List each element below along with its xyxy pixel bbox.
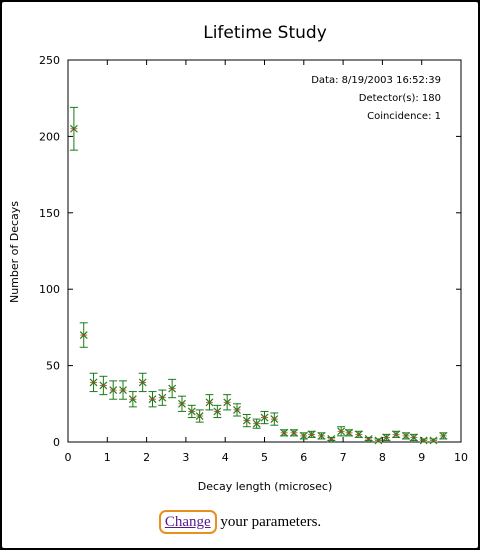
y-axis-label: Number of Decays [8, 201, 21, 303]
x-tick-label: 8 [379, 451, 386, 464]
data-point [232, 403, 241, 417]
data-point [168, 378, 177, 399]
data-point [252, 418, 261, 429]
data-point [439, 431, 448, 440]
footer-line: Change your parameters. [2, 510, 478, 534]
x-tick-label: 1 [104, 451, 111, 464]
y-tick-label: 150 [39, 207, 60, 220]
footer-rest-text: your parameters. [216, 514, 322, 530]
data-point [307, 430, 316, 439]
data-point [109, 380, 118, 400]
x-tick-label: 7 [340, 451, 347, 464]
data-point [89, 372, 98, 393]
data-point [409, 433, 418, 442]
y-axis: 0 50 100 150 200 250 [39, 54, 461, 449]
data-point [205, 394, 214, 411]
x-axis: 0 1 2 3 4 5 6 7 8 9 10 [65, 60, 468, 464]
data-point [270, 412, 279, 426]
data-point [419, 436, 428, 445]
annotation-data-date: Data: 8/19/2003 16:52:39 [311, 75, 441, 86]
y-tick-label: 0 [53, 436, 60, 449]
data-point [69, 106, 78, 151]
data-point [317, 431, 326, 440]
data-point [260, 410, 269, 425]
data-point [344, 428, 353, 437]
data-point [79, 322, 88, 348]
data-point [119, 380, 128, 400]
data-point [392, 430, 401, 439]
x-tick-label: 3 [182, 451, 189, 464]
data-point [354, 430, 363, 439]
data-point [195, 409, 204, 423]
data-point [138, 372, 147, 393]
data-point [327, 435, 336, 443]
data-point [289, 428, 298, 437]
data-point [429, 436, 438, 445]
data-point [299, 431, 308, 440]
data-point [213, 404, 222, 419]
data-point [148, 391, 157, 408]
data-point [177, 395, 186, 412]
x-tick-label: 5 [261, 451, 268, 464]
data-points [69, 106, 448, 445]
data-point [374, 436, 383, 445]
data-point [128, 391, 137, 408]
change-parameters-link[interactable]: Change [158, 510, 217, 534]
y-tick-label: 50 [46, 360, 60, 373]
data-point [401, 431, 410, 440]
data-point [223, 394, 232, 411]
x-tick-label: 2 [143, 451, 150, 464]
lifetime-chart: Lifetime Study 0 50 100 150 200 250 0 1 2 3 4 5 6 7 8… [8, 23, 468, 493]
annotation-detector: Detector(s): 180 [359, 93, 441, 104]
annotation-coincidence: Coincidence: 1 [367, 111, 441, 122]
x-tick-label: 9 [418, 451, 425, 464]
data-point [187, 404, 196, 419]
y-tick-label: 100 [39, 283, 60, 296]
y-tick-label: 250 [39, 54, 60, 67]
data-point [382, 433, 391, 442]
x-axis-label: Decay length (microsec) [198, 480, 333, 493]
chart-title: Lifetime Study [203, 23, 327, 43]
data-point [337, 426, 346, 437]
data-point [364, 435, 373, 443]
y-tick-label: 200 [39, 130, 60, 143]
data-point [280, 428, 289, 437]
x-tick-label: 10 [454, 451, 468, 464]
data-point [158, 389, 167, 406]
data-point [242, 413, 251, 428]
x-tick-label: 6 [300, 451, 307, 464]
x-tick-label: 4 [222, 451, 229, 464]
data-point [99, 375, 108, 396]
x-tick-label: 0 [65, 451, 72, 464]
